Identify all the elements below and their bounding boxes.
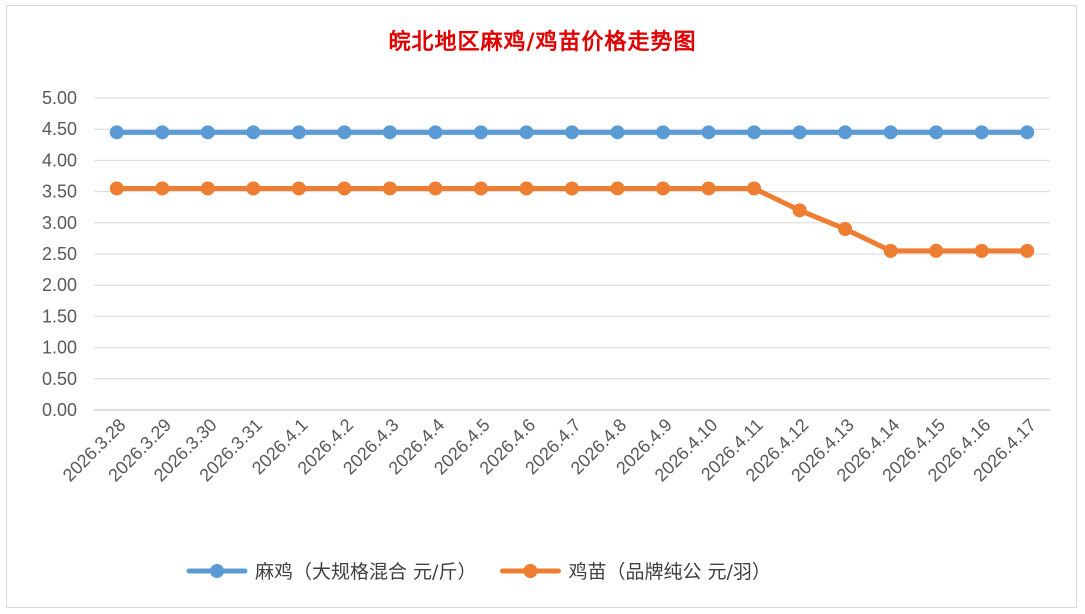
data-point — [701, 181, 716, 196]
y-tick-label: 0.00 — [42, 400, 77, 420]
data-point — [747, 181, 762, 196]
y-axis-ticks: 0.00 0.50 1.00 1.50 2.00 2.50 3.00 3.50 4.00 4.50… — [42, 88, 77, 420]
data-point — [291, 181, 306, 196]
y-tick-label: 2.00 — [42, 275, 77, 295]
data-point — [109, 181, 124, 196]
data-point — [838, 125, 853, 140]
data-point — [109, 125, 124, 140]
data-point — [1020, 125, 1035, 140]
data-point — [656, 181, 671, 196]
chart-title: 皖北地区麻鸡/鸡苗价格走势图 — [388, 29, 697, 55]
data-point — [246, 125, 261, 140]
data-point — [473, 181, 488, 196]
data-point — [382, 125, 397, 140]
data-point — [337, 181, 352, 196]
y-tick-label: 1.00 — [42, 338, 77, 358]
series — [109, 125, 1035, 258]
data-point — [428, 181, 443, 196]
y-tick-label: 3.50 — [42, 182, 77, 202]
chart-area[interactable] — [6, 5, 1077, 608]
data-point — [929, 125, 944, 140]
data-point — [291, 125, 306, 140]
y-tick-label: 1.50 — [42, 306, 77, 326]
data-point — [519, 181, 534, 196]
legend-label: 鸡苗（品牌纯公 元/羽） — [568, 561, 770, 583]
data-point — [565, 125, 579, 140]
legend-marker — [210, 564, 224, 578]
data-point — [610, 181, 625, 196]
data-point — [200, 181, 215, 196]
y-tick-label: 5.00 — [42, 88, 77, 108]
data-point — [1020, 243, 1035, 258]
data-point — [747, 125, 762, 140]
y-tick-label: 2.50 — [42, 244, 77, 264]
y-tick-label: 4.50 — [42, 119, 77, 139]
data-point — [883, 125, 898, 140]
data-point — [701, 125, 716, 140]
data-point — [974, 125, 989, 140]
data-point — [246, 181, 261, 196]
gridlines — [94, 97, 1050, 411]
data-point — [883, 243, 898, 258]
legend-marker — [523, 564, 538, 578]
data-point — [792, 203, 807, 218]
data-point — [337, 125, 352, 140]
data-point — [428, 125, 443, 140]
series-line — [114, 185, 1030, 254]
legend-item-1: 麻鸡（大规格混合 元/斤） — [186, 561, 476, 583]
data-point — [656, 125, 671, 140]
data-point — [200, 125, 215, 140]
data-point — [382, 181, 397, 196]
y-tick-label: 0.50 — [42, 369, 77, 389]
series-2 — [109, 181, 1035, 258]
data-point — [565, 181, 579, 196]
data-point — [473, 125, 488, 140]
legend-item-2: 鸡苗（品牌纯公 元/羽） — [499, 561, 771, 583]
data-point — [610, 125, 625, 140]
data-point — [155, 181, 170, 196]
y-tick-label: 4.00 — [42, 150, 77, 170]
data-point — [974, 243, 989, 258]
legend: 麻鸡（大规格混合 元/斤） 鸡苗（品牌纯公 元/羽） — [186, 561, 771, 583]
y-tick-label: 3.00 — [42, 213, 77, 233]
x-axis-ticks: 2026.3.282026.3.292026.3.302026.3.312026… — [59, 415, 1040, 486]
legend-label: 麻鸡（大规格混合 元/斤） — [255, 561, 476, 583]
data-point — [838, 222, 853, 237]
data-point — [929, 243, 944, 258]
data-point — [155, 125, 170, 140]
series-1 — [109, 125, 1035, 140]
data-point — [519, 125, 534, 140]
data-point — [792, 125, 807, 140]
